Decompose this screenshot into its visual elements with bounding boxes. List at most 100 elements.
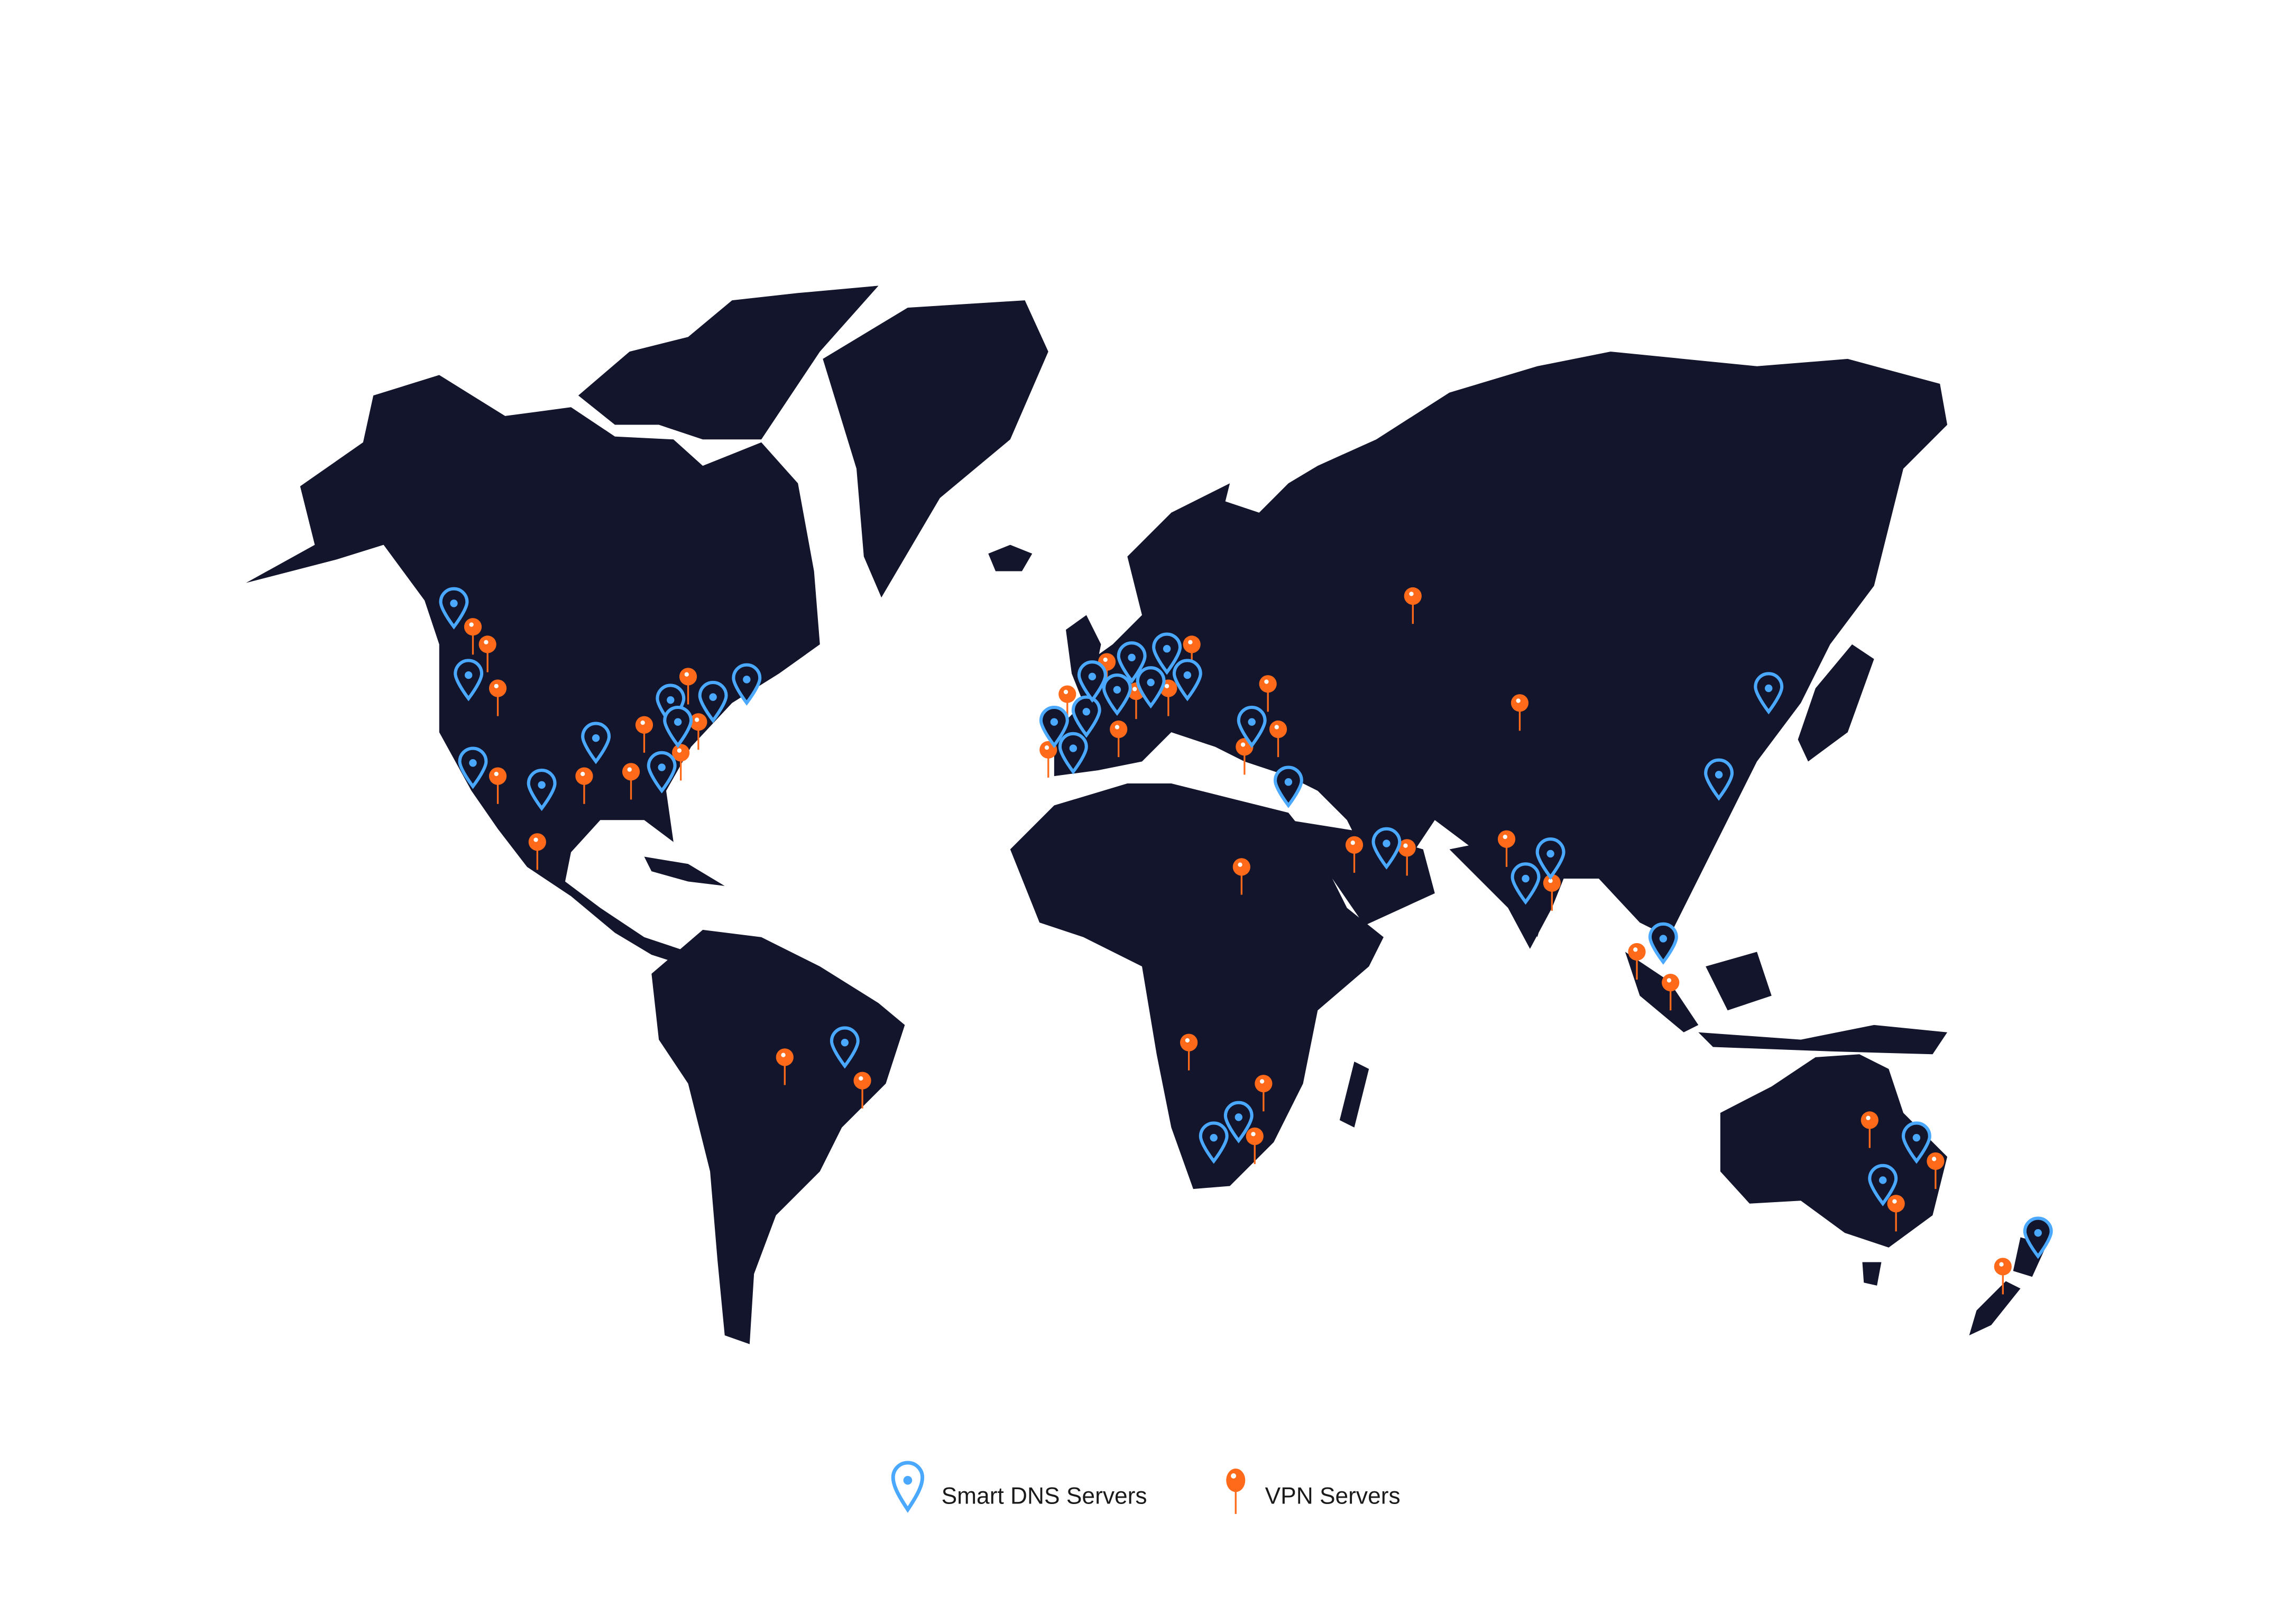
push-pin-icon xyxy=(1246,1127,1264,1145)
smart-dns-server-pin[interactable] xyxy=(1152,632,1182,675)
vpn-server-pin[interactable] xyxy=(1246,1127,1264,1164)
smart-dns-server-pin[interactable] xyxy=(1868,1164,1898,1206)
vpn-server-pin[interactable] xyxy=(1662,974,1680,1011)
smart-dns-server-pin[interactable] xyxy=(647,751,677,793)
vpn-server-pin[interactable] xyxy=(478,635,496,672)
smart-dns-server-pin[interactable] xyxy=(1371,827,1402,870)
smart-dns-server-pin[interactable] xyxy=(458,746,488,789)
push-pin-icon xyxy=(1497,830,1516,848)
smart-dns-server-pin[interactable] xyxy=(454,659,484,702)
vpn-server-pin[interactable] xyxy=(1180,1034,1198,1071)
vpn-server-pin[interactable] xyxy=(1259,675,1277,712)
vpn-server-pin[interactable] xyxy=(679,668,697,705)
pin-highlight xyxy=(859,1076,863,1081)
vpn-server-pin[interactable] xyxy=(635,716,653,753)
smart-dns-server-pin[interactable] xyxy=(1223,1101,1254,1143)
vpn-server-pin[interactable] xyxy=(1927,1152,1945,1189)
vpn-server-pin[interactable] xyxy=(1110,720,1128,758)
push-pin-icon xyxy=(1511,694,1529,712)
smart-dns-server-pin[interactable] xyxy=(732,663,762,706)
vpn-server-pin[interactable] xyxy=(1269,720,1287,758)
smart-dns-server-pin[interactable] xyxy=(698,680,728,724)
vpn-server-pin[interactable] xyxy=(1994,1258,2012,1295)
pin-dot xyxy=(743,676,751,684)
smart-dns-server-pin[interactable] xyxy=(1704,758,1734,801)
vpn-server-pin[interactable] xyxy=(1255,1075,1273,1112)
smart-dns-server-pin[interactable] xyxy=(439,587,469,630)
vpn-server-pin[interactable] xyxy=(1861,1111,1878,1148)
vpn-server-pin[interactable] xyxy=(489,767,507,804)
smart-dns-server-pin[interactable] xyxy=(1136,666,1166,709)
vpn-server-pin[interactable] xyxy=(528,833,546,870)
pin-highlight xyxy=(627,767,632,772)
pin-highlight xyxy=(1238,862,1242,867)
vpn-server-pin[interactable] xyxy=(853,1072,871,1109)
vpn-server-pin[interactable] xyxy=(1404,587,1422,624)
vpn-server-pin[interactable] xyxy=(1398,839,1416,876)
pin-highlight xyxy=(1188,640,1193,644)
vpn-server-pin[interactable] xyxy=(464,618,482,655)
smart-dns-server-pin[interactable] xyxy=(581,722,611,764)
smart-dns-server-pin[interactable] xyxy=(1077,660,1107,703)
vpn-server-pin[interactable] xyxy=(1543,874,1561,911)
arctic-islands xyxy=(578,285,879,440)
push-pin-icon xyxy=(1058,685,1076,703)
push-pin-icon xyxy=(1180,1034,1198,1051)
smart-dns-server-pin[interactable] xyxy=(2023,1216,2053,1259)
pin-dot xyxy=(2034,1229,2042,1237)
smart-dns-server-pin[interactable] xyxy=(1511,862,1541,905)
legend-item-vpn: VPN Servers xyxy=(1226,1469,1401,1514)
smart-dns-server-pin[interactable] xyxy=(1039,706,1069,749)
map-pin-outline-icon xyxy=(458,746,488,789)
push-pin-icon xyxy=(489,679,507,697)
map-pin-outline-icon xyxy=(1273,765,1303,808)
pin-dot xyxy=(1163,645,1171,653)
smart-dns-server-pin[interactable] xyxy=(1071,695,1101,738)
vpn-server-pin[interactable] xyxy=(672,744,690,781)
vpn-server-pin[interactable] xyxy=(1345,836,1364,873)
vpn-server-pin[interactable] xyxy=(689,713,707,750)
smart-dns-server-pin[interactable] xyxy=(1648,922,1678,965)
pin-dot xyxy=(1879,1176,1887,1184)
pin-dot xyxy=(667,696,675,704)
map-pin-outline-icon xyxy=(1077,660,1107,703)
vpn-server-pin[interactable] xyxy=(776,1048,794,1085)
pin-highlight xyxy=(1403,843,1408,848)
vpn-server-pin[interactable] xyxy=(575,767,593,804)
smart-dns-server-pin[interactable] xyxy=(1237,706,1267,749)
vpn-server-pin[interactable] xyxy=(622,763,640,800)
smart-dns-server-pin[interactable] xyxy=(1102,673,1132,716)
smart-dns-server-pin[interactable] xyxy=(663,706,693,749)
smart-dns-server-pin[interactable] xyxy=(656,684,686,726)
smart-dns-server-pin[interactable] xyxy=(1535,837,1565,880)
map-pin-dot xyxy=(903,1475,913,1485)
smart-dns-server-pin[interactable] xyxy=(830,1026,860,1069)
pin-dot xyxy=(1128,653,1136,662)
pin-highlight xyxy=(640,720,645,725)
vpn-server-pin[interactable] xyxy=(1232,858,1250,895)
push-pin-icon xyxy=(679,668,697,686)
map-pin-outline-icon xyxy=(581,722,611,764)
pin-dot xyxy=(1069,744,1077,752)
smart-dns-server-pin[interactable] xyxy=(1117,641,1147,684)
smart-dns-server-pin[interactable] xyxy=(1199,1121,1229,1164)
iceland xyxy=(988,545,1033,571)
vpn-server-pin[interactable] xyxy=(1887,1195,1905,1232)
vpn-server-pin[interactable] xyxy=(489,679,507,716)
pin-dot xyxy=(1082,708,1090,716)
smart-dns-server-pin[interactable] xyxy=(1273,765,1303,808)
legend: Smart DNS Servers VPN Servers xyxy=(891,1461,1401,1514)
smart-dns-server-pin[interactable] xyxy=(1058,732,1088,774)
pin-dot xyxy=(1912,1133,1921,1142)
smart-dns-server-pin[interactable] xyxy=(1754,672,1784,715)
vpn-server-pin[interactable] xyxy=(1497,830,1516,867)
vpn-server-pin[interactable] xyxy=(1511,694,1529,731)
pin-dot xyxy=(1147,678,1155,687)
pin-dot xyxy=(592,734,600,742)
smart-dns-server-pin[interactable] xyxy=(527,769,557,811)
smart-dns-server-pin[interactable] xyxy=(1172,659,1202,702)
smart-dns-server-pin[interactable] xyxy=(1901,1121,1931,1164)
push-pin-icon xyxy=(1110,720,1128,739)
legend-label-vpn: VPN Servers xyxy=(1265,1483,1401,1509)
vpn-server-pin[interactable] xyxy=(1628,943,1646,980)
